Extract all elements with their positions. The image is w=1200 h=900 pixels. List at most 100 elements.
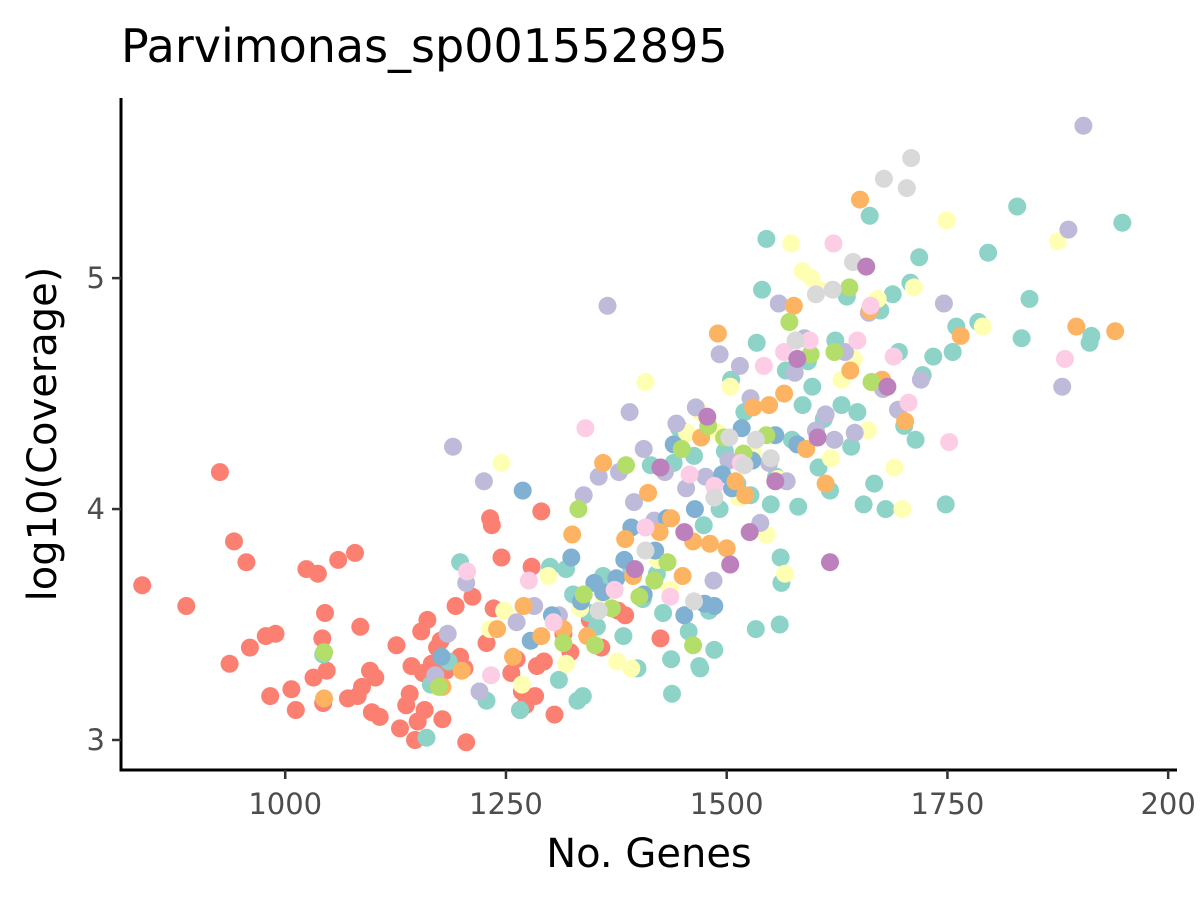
chart-title: Parvimonas_sp001552895: [121, 19, 728, 73]
data-point: [534, 652, 553, 671]
data-point: [1008, 197, 1027, 216]
data-point: [673, 567, 692, 585]
data-point: [177, 597, 196, 615]
data-point: [438, 624, 457, 643]
data-point: [512, 675, 531, 694]
data-point: [562, 548, 581, 567]
data-point: [841, 361, 860, 380]
data-point: [780, 313, 799, 331]
data-point: [495, 601, 514, 620]
data-point: [726, 472, 745, 491]
data-point: [492, 548, 511, 567]
x-axis-title: No. Genes: [546, 831, 752, 877]
data-point: [554, 634, 573, 652]
data-point: [823, 280, 842, 299]
data-point: [605, 580, 624, 599]
data-point: [617, 456, 635, 475]
data-point: [910, 248, 929, 267]
data-point: [789, 497, 808, 516]
data-point: [840, 278, 859, 297]
data-point: [717, 539, 736, 558]
data-point: [842, 437, 861, 456]
data-point: [753, 280, 771, 299]
data-point: [782, 234, 801, 253]
data-point: [845, 423, 864, 442]
data-point: [857, 257, 876, 276]
data-point: [329, 550, 348, 569]
data-point: [545, 705, 564, 724]
data-point: [776, 564, 794, 583]
data-point: [803, 377, 822, 396]
data-point: [885, 458, 904, 477]
data-point: [940, 433, 959, 452]
data-point: [851, 190, 869, 209]
data-point: [661, 587, 680, 606]
data-point: [616, 530, 635, 549]
data-point: [429, 677, 448, 696]
data-point: [662, 650, 681, 669]
data-point: [444, 437, 462, 456]
data-point: [366, 668, 385, 687]
data-point: [746, 430, 765, 449]
data-point: [735, 456, 754, 475]
data-point: [897, 179, 916, 198]
data-point: [645, 571, 664, 590]
data-point: [589, 467, 608, 486]
data-point: [400, 684, 419, 703]
data-point: [220, 654, 239, 673]
data-point: [757, 229, 776, 248]
data-point: [1074, 116, 1093, 135]
data-point: [951, 326, 970, 345]
data-point: [225, 532, 243, 551]
data-point: [865, 474, 884, 493]
data-point: [936, 495, 955, 514]
data-point: [304, 668, 323, 687]
data-point: [775, 343, 794, 361]
data-point: [793, 396, 812, 415]
data-point: [784, 296, 803, 315]
data-point: [477, 634, 496, 652]
data-point: [492, 453, 511, 472]
data-point: [893, 500, 912, 519]
data-point: [488, 620, 507, 639]
data-point: [816, 474, 835, 493]
data-point: [667, 414, 686, 433]
y-tick-label: 4: [87, 492, 105, 526]
data-point: [821, 449, 840, 468]
data-point: [730, 356, 749, 375]
data-point: [586, 636, 605, 655]
data-point: [691, 659, 710, 678]
data-point: [650, 523, 669, 542]
data-point: [391, 719, 409, 738]
data-point: [317, 661, 336, 680]
data-point: [906, 430, 925, 449]
data-point: [1048, 232, 1067, 251]
data-point: [313, 629, 332, 648]
data-point: [544, 613, 563, 632]
data-point: [785, 363, 804, 382]
data-point: [452, 661, 471, 680]
data-point: [806, 285, 825, 304]
data-point: [860, 206, 879, 225]
data-point: [658, 553, 677, 572]
data-point: [594, 453, 613, 472]
data-point: [694, 516, 713, 535]
data-point: [786, 331, 805, 350]
data-point: [861, 296, 880, 315]
data-point: [308, 564, 327, 583]
data-point: [539, 567, 558, 585]
data-point: [526, 687, 545, 706]
data-point: [502, 664, 521, 682]
data-point: [133, 576, 152, 595]
data-point: [286, 701, 305, 719]
data-point: [557, 654, 575, 673]
data-point: [589, 601, 608, 620]
data-point: [470, 682, 489, 701]
data-point: [574, 585, 593, 604]
data-point: [616, 606, 635, 625]
data-point: [766, 472, 785, 491]
data-point: [934, 294, 953, 313]
data-point: [911, 370, 930, 389]
data-point: [744, 398, 763, 417]
data-point: [636, 373, 655, 391]
